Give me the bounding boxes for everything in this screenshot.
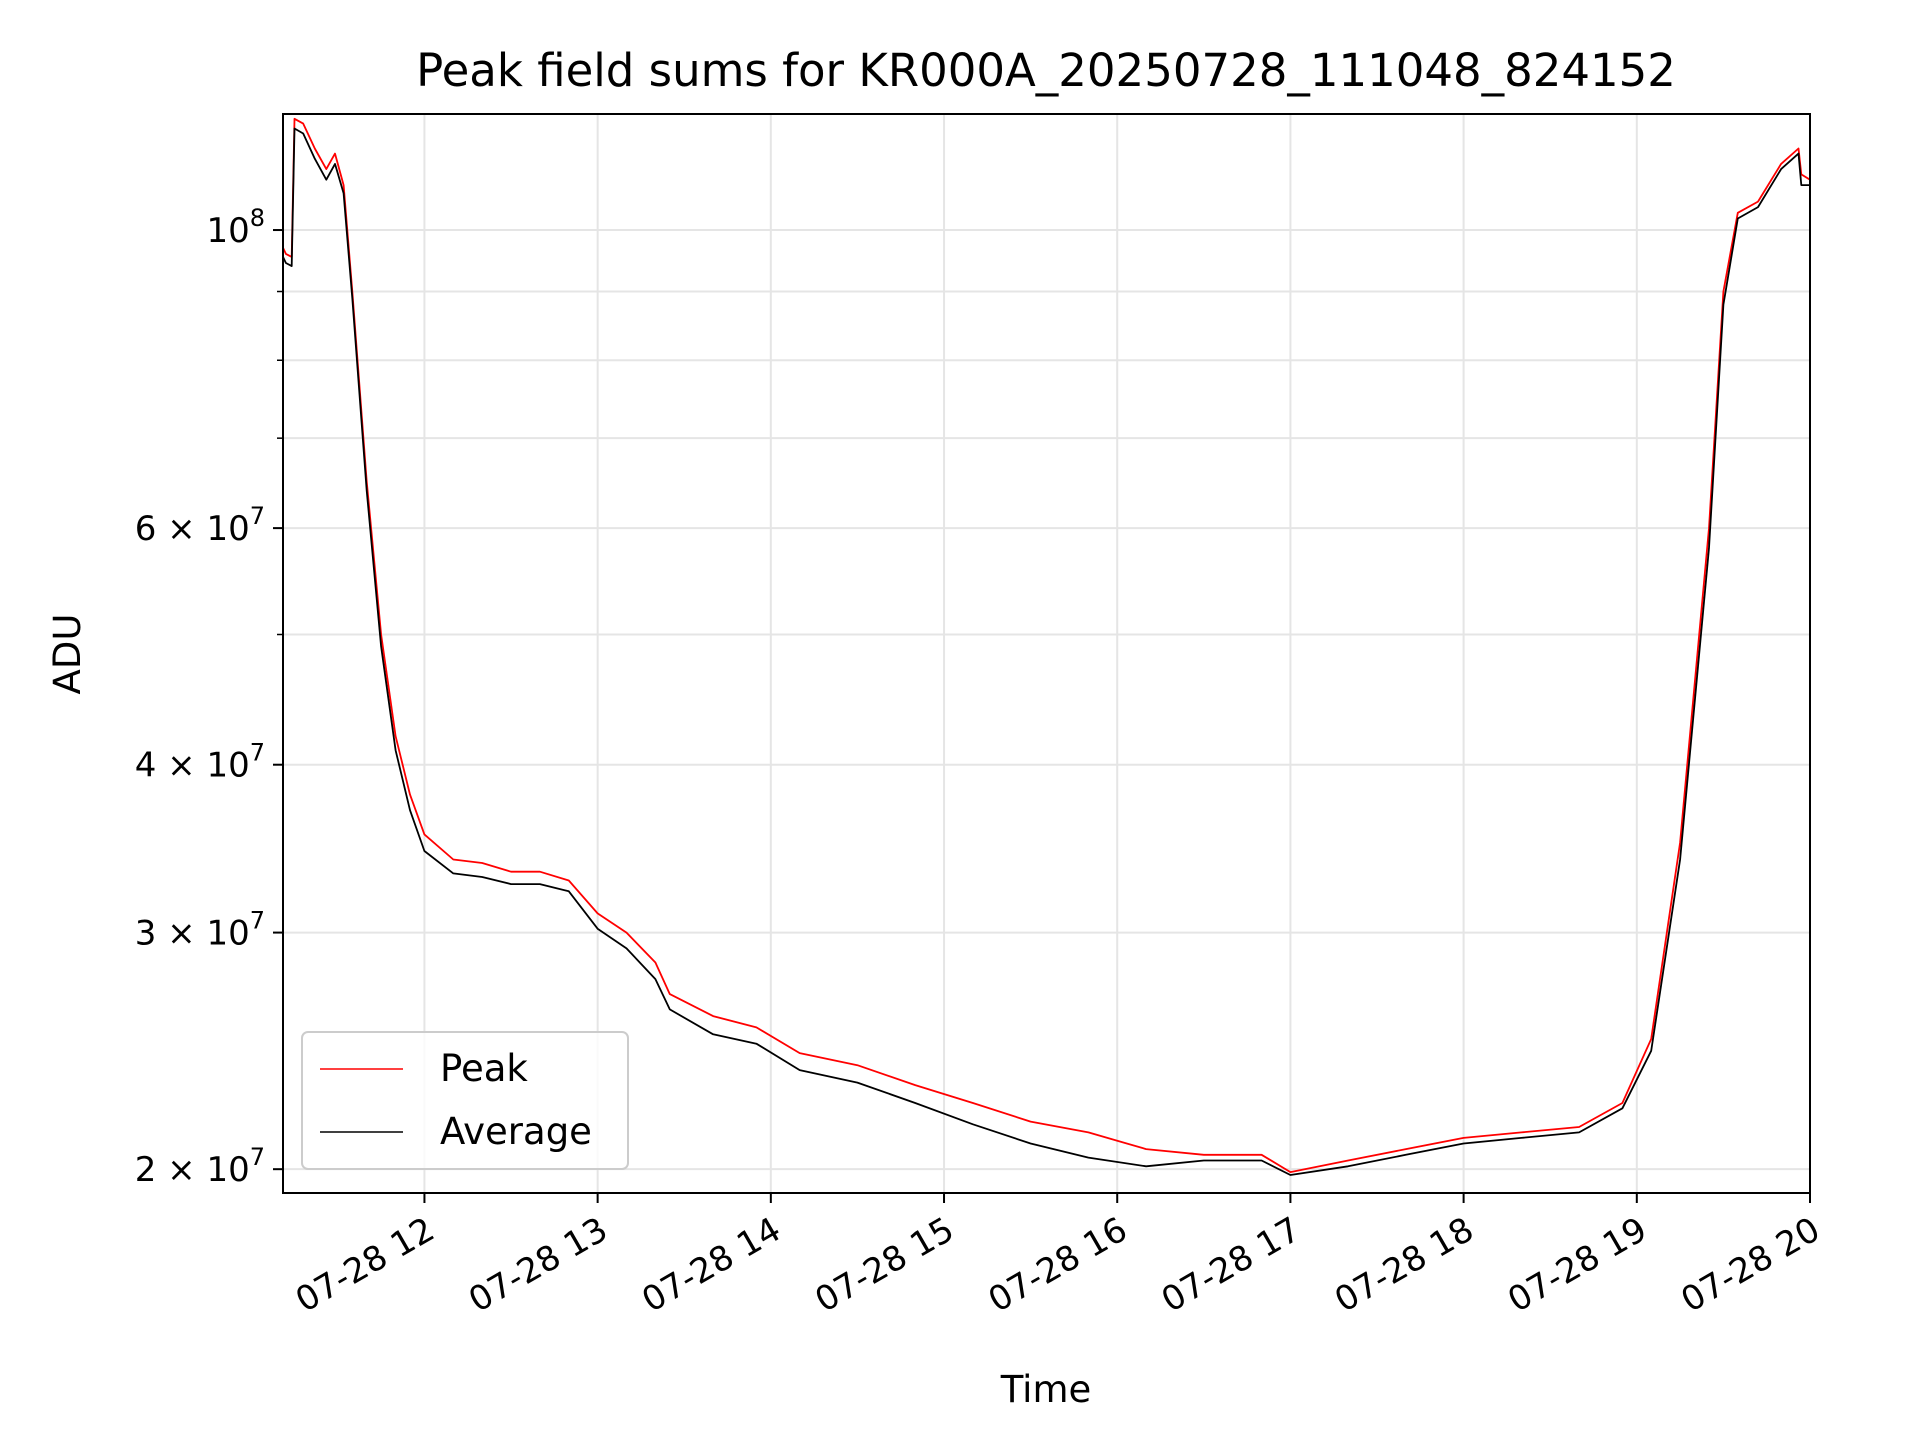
- y-tick-exponent: 7: [250, 1143, 265, 1171]
- y-tick-label: 6 × 107: [135, 502, 265, 549]
- y-tick-base: 10: [206, 746, 249, 786]
- y-tick-label: 108: [206, 204, 265, 251]
- y-tick-exponent: 8: [250, 204, 265, 232]
- y-tick-base: 10: [206, 509, 249, 549]
- x-axis-label: Time: [1000, 1368, 1092, 1411]
- y-tick-mantissa: 6: [135, 509, 157, 549]
- legend-box: [301, 1031, 629, 1170]
- y-tick-mantissa: 2: [135, 1150, 157, 1190]
- y-tick-times: ×: [156, 1150, 206, 1190]
- y-tick-exponent: 7: [250, 739, 265, 767]
- y-tick-base: 10: [206, 1150, 249, 1190]
- plot-frame: [282, 113, 1811, 1194]
- legend: Peak Average: [301, 1031, 629, 1170]
- y-tick-label: 2 × 107: [135, 1143, 265, 1190]
- series-layer: [283, 117, 1810, 1176]
- chart-title: Peak field sums for KR000A_20250728_1110…: [416, 44, 1676, 97]
- y-tick-times: ×: [156, 746, 206, 786]
- y-axis-label: ADU: [46, 614, 89, 695]
- y-tick-base: 10: [206, 211, 249, 251]
- y-tick-exponent: 7: [250, 907, 265, 935]
- y-tick-label: 4 × 107: [135, 739, 265, 786]
- series-line-average: [283, 127, 1810, 1176]
- y-tick-mantissa: 4: [135, 746, 157, 786]
- legend-label-peak: Peak: [440, 1047, 528, 1090]
- y-tick-mantissa: 3: [135, 914, 157, 954]
- y-tick-exponent: 7: [250, 502, 265, 530]
- y-tick-label: 3 × 107: [135, 907, 265, 954]
- y-tick-base: 10: [206, 914, 249, 954]
- legend-label-average: Average: [440, 1110, 592, 1153]
- y-tick-times: ×: [156, 509, 206, 549]
- y-tick-times: ×: [156, 914, 206, 954]
